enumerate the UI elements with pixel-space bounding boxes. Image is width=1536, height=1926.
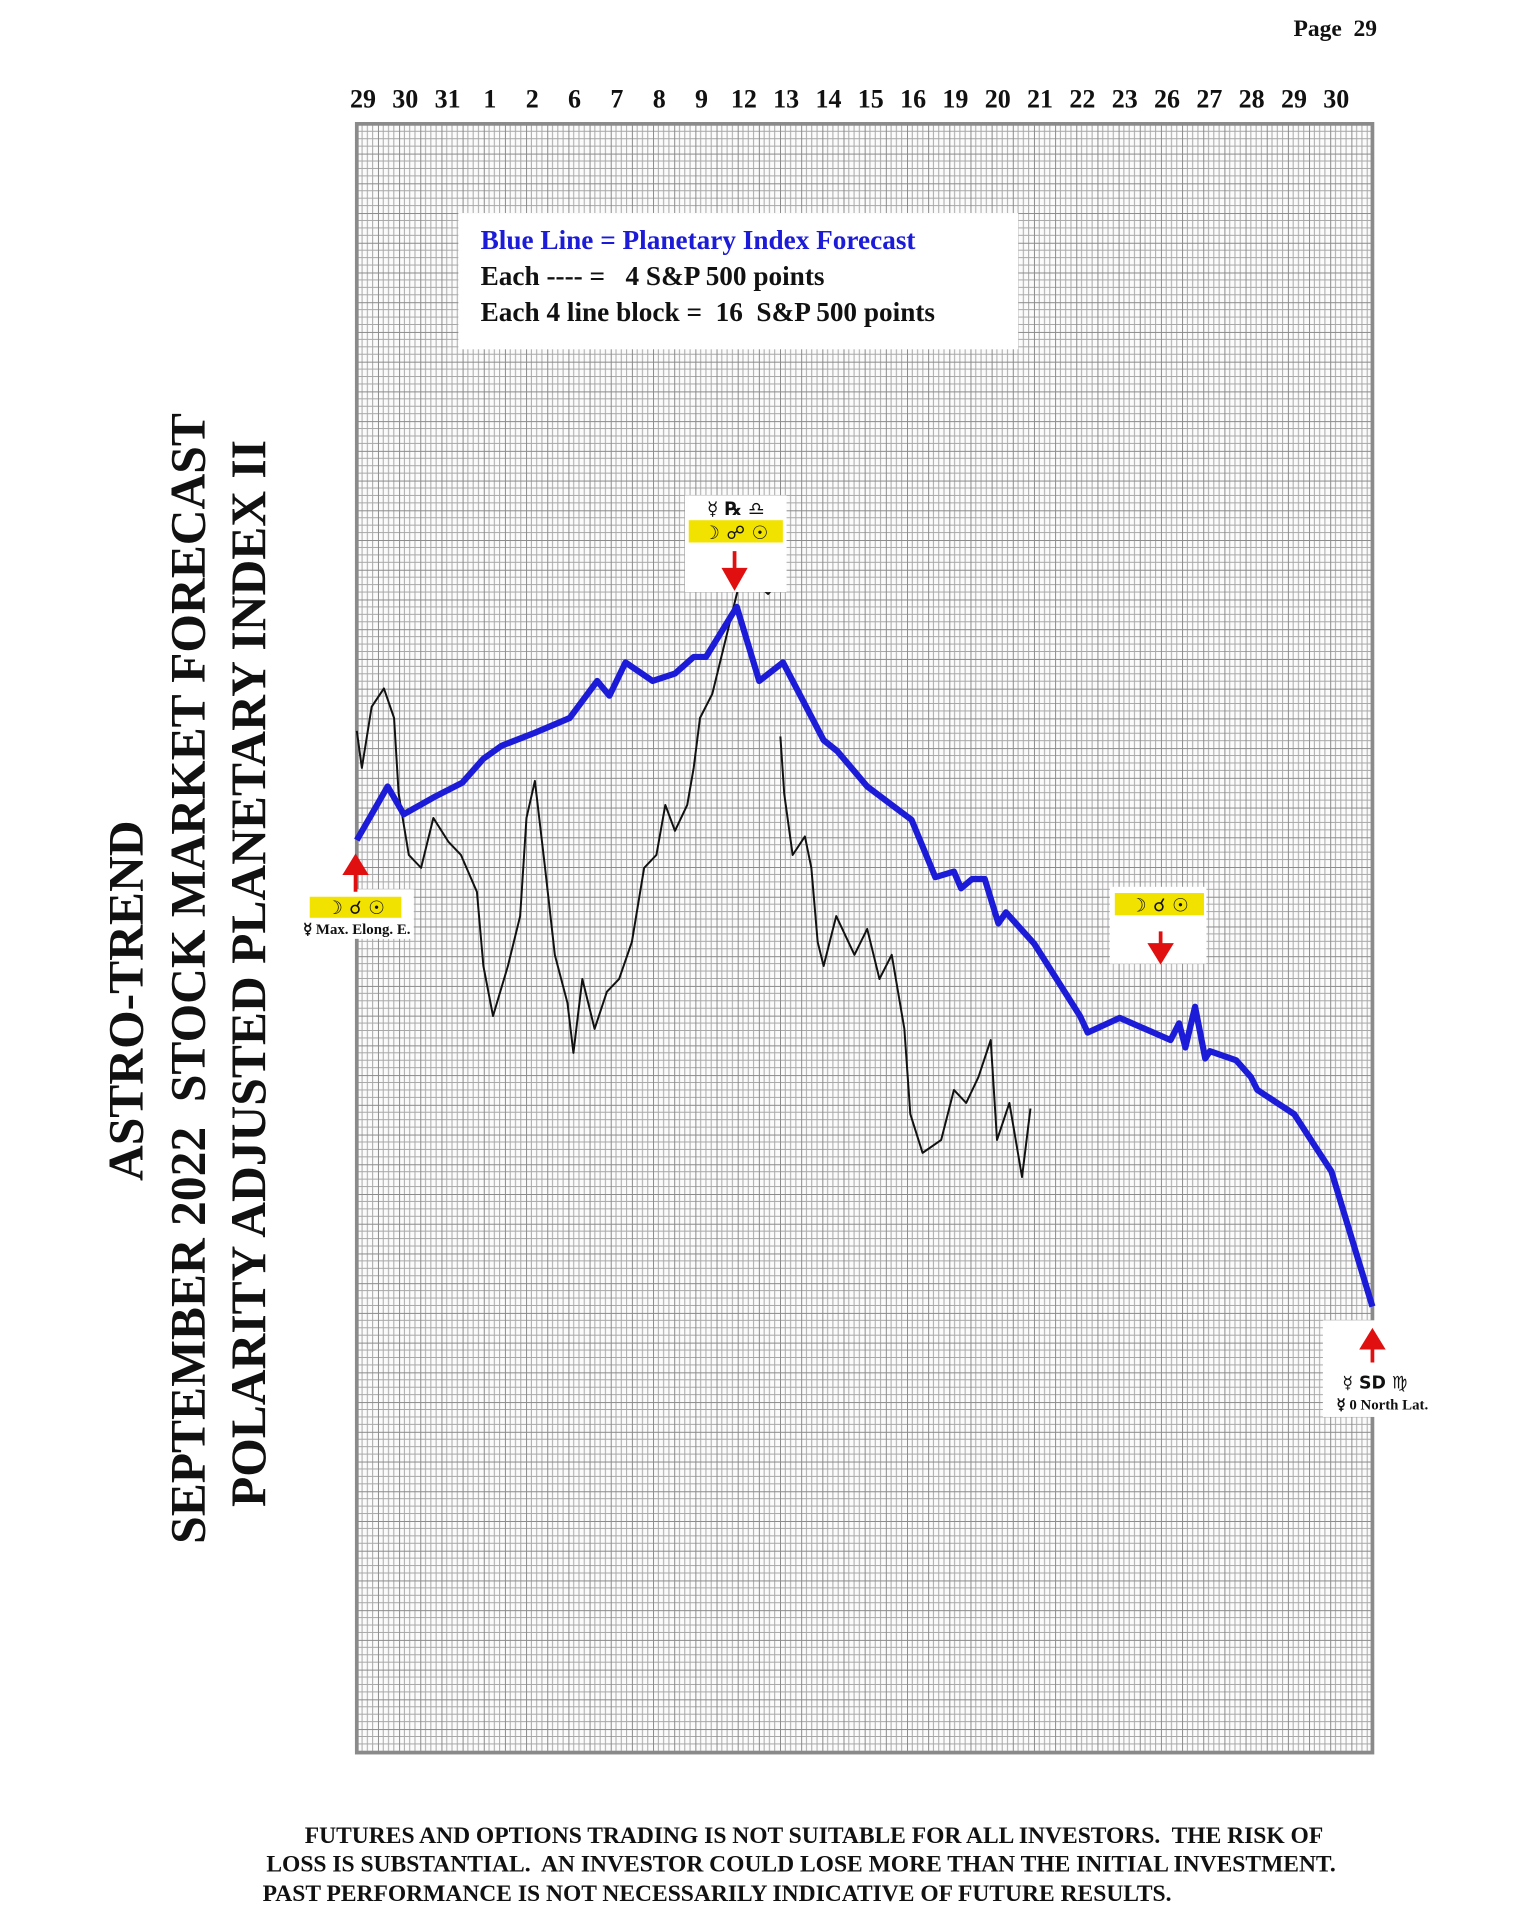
- annotation-box: [1322, 1320, 1437, 1417]
- x-tick-label: 8: [653, 85, 666, 114]
- highlight: [1114, 893, 1204, 916]
- page-label: Page 29: [1293, 16, 1377, 42]
- title-line: POLARITY ADJUSTED PLANETARY INDEX II: [221, 440, 276, 1507]
- legend-entry: Blue Line = Planetary Index Forecast: [481, 225, 916, 255]
- x-tick-label: 21: [1027, 85, 1053, 114]
- legend: Blue Line = Planetary Index Forecast Eac…: [458, 213, 1019, 350]
- x-tick-label: 16: [900, 85, 926, 114]
- annotation: ☽ ☌ ☉: [326, 898, 385, 919]
- x-tick-label: 29: [1281, 85, 1307, 114]
- x-tick-label: 31: [435, 85, 461, 114]
- x-tick-label: 30: [392, 85, 418, 114]
- annotation: ☽ ☌ ☉: [1130, 896, 1189, 917]
- legend-entry: Each 4 line block = 16 S&P 500 points: [481, 297, 935, 327]
- series-line: [355, 568, 1032, 1179]
- annotation: ☿ ℞ ♎: [707, 499, 765, 520]
- disclaimer-line: LOSS IS SUBSTANTIAL. AN INVESTOR COULD L…: [266, 1852, 1335, 1878]
- x-tick-label: 23: [1112, 85, 1138, 114]
- highlight: [688, 520, 783, 543]
- annotation: ☿ 0 North Lat.: [1337, 1398, 1429, 1414]
- title-line: SEPTEMBER 2022 STOCK MARKET FORECAST: [160, 413, 215, 1544]
- grid: [354, 122, 1375, 1755]
- x-tick-label: 1: [483, 85, 496, 114]
- x-tick-label: 27: [1196, 85, 1222, 114]
- x-tick-label: 13: [773, 85, 799, 114]
- x-tick-label: 20: [985, 85, 1011, 114]
- title: ASTRO-TREND SEPTEMBER 2022 STOCK MARKET …: [99, 413, 277, 1544]
- x-tick-label: 12: [731, 85, 757, 114]
- arrow: [1147, 931, 1174, 965]
- annotation: ☿ SD ♍: [1342, 1373, 1407, 1393]
- title-line: ASTRO-TREND: [99, 821, 154, 1182]
- x-tick-label: 30: [1323, 85, 1349, 114]
- x-tick-label: 26: [1154, 85, 1180, 114]
- annotation: ☿ Max. Elong. E.: [303, 922, 411, 938]
- x-tick-label: 14: [815, 85, 841, 114]
- disclaimer-line: PAST PERFORMANCE IS NOT NECESSARILY INDI…: [263, 1881, 1172, 1907]
- x-tick-label: 22: [1069, 85, 1095, 114]
- grid-area: [354, 122, 1375, 1755]
- arrow: [342, 853, 369, 892]
- x-tick-label: 19: [942, 85, 968, 114]
- annotations: ☽ ☌ ☉ ☿ Max. Elong. E. ☿ ℞ ♎ ☽ ☍ ☉ ☽ ☌ ☉…: [303, 495, 1437, 1417]
- series-line: [354, 603, 1376, 1308]
- plot: [354, 568, 1376, 1308]
- disclaimer: FUTURES AND OPTIONS TRADING IS NOT SUITA…: [263, 1823, 1336, 1907]
- legend-box: [458, 213, 1019, 350]
- x-tick-label: 6: [568, 85, 581, 114]
- x-tick-label: 2: [526, 85, 539, 114]
- disclaimer-line: FUTURES AND OPTIONS TRADING IS NOT SUITA…: [305, 1823, 1323, 1849]
- arrow: [721, 551, 748, 591]
- arrow: [1359, 1327, 1386, 1363]
- x-tick-label: 7: [610, 85, 623, 114]
- x-tick-label: 28: [1239, 85, 1265, 114]
- legend-entry: Each ---- = 4 S&P 500 points: [481, 261, 825, 291]
- highlight: [309, 896, 402, 918]
- annotation: ☽ ☍ ☉: [703, 523, 768, 544]
- x-tick-label: 9: [695, 85, 708, 114]
- x-tick-label: 29: [350, 85, 376, 114]
- x-axis: 29 30 31 1 2 6 7 8 9 12 13 14 15 16 19 20 21 22 23 26 27 28 29…: [350, 85, 1349, 114]
- x-tick-label: 15: [858, 85, 884, 114]
